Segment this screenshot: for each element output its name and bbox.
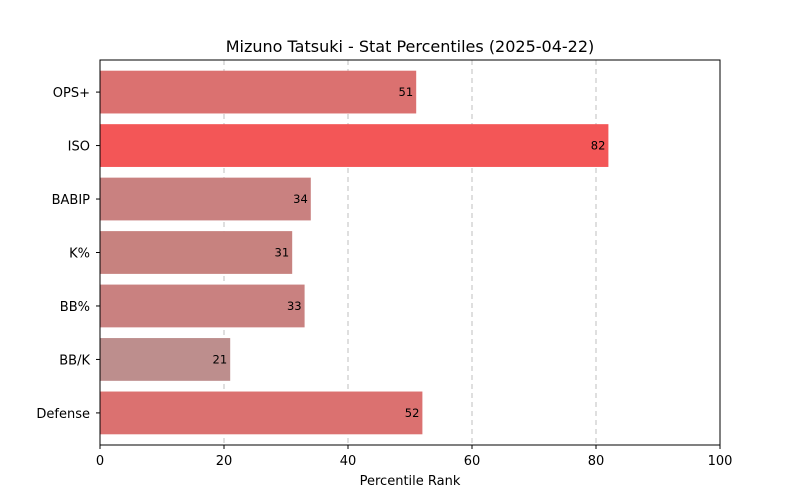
bar-value-label: 51 [399,85,414,99]
bar-value-label: 33 [287,299,302,313]
x-tick-label: 80 [588,454,605,469]
bar-defense [100,391,423,435]
y-tick-label: BB/K [59,353,90,368]
y-tick-label: Defense [36,407,90,422]
bar-k- [100,231,293,274]
bar-bb- [100,284,305,328]
bars: 51 82 34 31 33 21 52 [100,70,609,435]
y-tick-label: OPS+ [53,86,90,101]
y-tick-label: K% [69,247,90,262]
x-tick-label: 40 [340,454,357,469]
bar-value-label: 34 [293,192,308,206]
x-axis-label: Percentile Rank [360,474,461,489]
y-tick-label: BABIP [52,193,91,208]
bar-bb-k [100,338,231,381]
bar-value-label: 21 [213,352,228,366]
x-tick-label: 100 [708,454,733,469]
y-tick-label: ISO [68,140,90,155]
bar-value-label: 82 [591,139,606,153]
x-axis: 0 20 40 60 80 100 [96,445,733,469]
bar-value-label: 52 [405,406,420,420]
y-axis: OPS+ ISO BABIP K% BB% BB/K Defense [36,86,100,422]
x-tick-label: 0 [96,454,104,469]
bar-iso [100,124,609,167]
bar-value-label: 31 [275,246,290,260]
bar-ops- [100,70,417,114]
y-tick-label: BB% [60,300,90,315]
bar-babip [100,177,311,221]
x-tick-label: 20 [216,454,233,469]
x-tick-label: 60 [464,454,481,469]
chart-title: Mizuno Tatsuki - Stat Percentiles (2025-… [226,37,595,56]
